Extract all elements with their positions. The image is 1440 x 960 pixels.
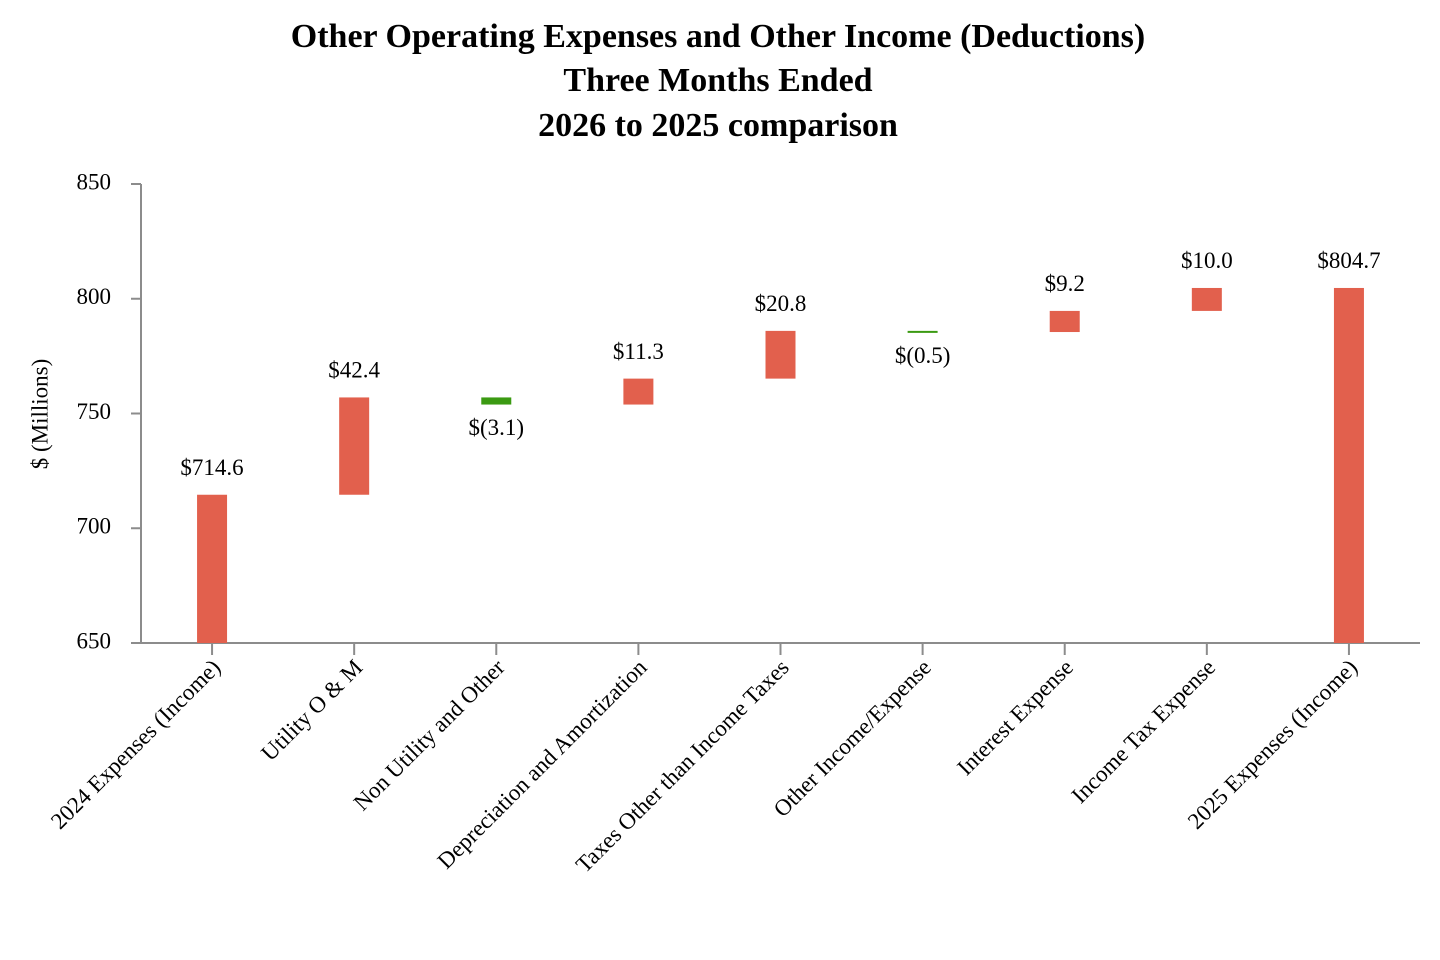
chart-title: Three Months Ended (563, 62, 872, 99)
y-tick-label: 850 (77, 169, 112, 194)
bar (1333, 287, 1364, 643)
x-tick-label: 2024 Expenses (Income) (46, 655, 225, 834)
bar (197, 494, 228, 643)
value-label: $10.0 (1181, 248, 1233, 273)
bar (1049, 310, 1080, 333)
value-label: $9.2 (1045, 271, 1085, 296)
value-label: $11.3 (613, 339, 664, 364)
x-tick-label: Income Tax Expense (1067, 655, 1221, 809)
y-axis-label: $ (Millions) (27, 359, 52, 470)
bar (765, 330, 796, 379)
value-label: $714.6 (180, 455, 243, 480)
y-tick-label: 700 (77, 514, 112, 539)
bar (907, 330, 938, 333)
y-tick-label: 750 (77, 399, 112, 424)
chart-title: Other Operating Expenses and Other Incom… (291, 18, 1145, 55)
value-label: $(0.5) (895, 343, 951, 368)
x-tick-label: Other Income/Expense (769, 655, 936, 822)
bar (1191, 287, 1222, 311)
y-tick-label: 800 (77, 284, 112, 309)
value-label: $20.8 (755, 291, 807, 316)
bar (623, 378, 654, 405)
bar (481, 397, 512, 405)
x-tick-label: Non Utility and Other (349, 654, 510, 815)
y-tick-label: 650 (77, 628, 112, 653)
value-label: $(3.1) (468, 415, 524, 440)
value-label: $804.7 (1317, 248, 1380, 273)
value-label: $42.4 (328, 358, 380, 383)
bar (339, 397, 370, 495)
x-tick-label: Interest Expense (952, 655, 1078, 781)
chart-title: 2026 to 2025 comparison (538, 107, 898, 144)
x-tick-label: Utility O & M (256, 655, 367, 766)
